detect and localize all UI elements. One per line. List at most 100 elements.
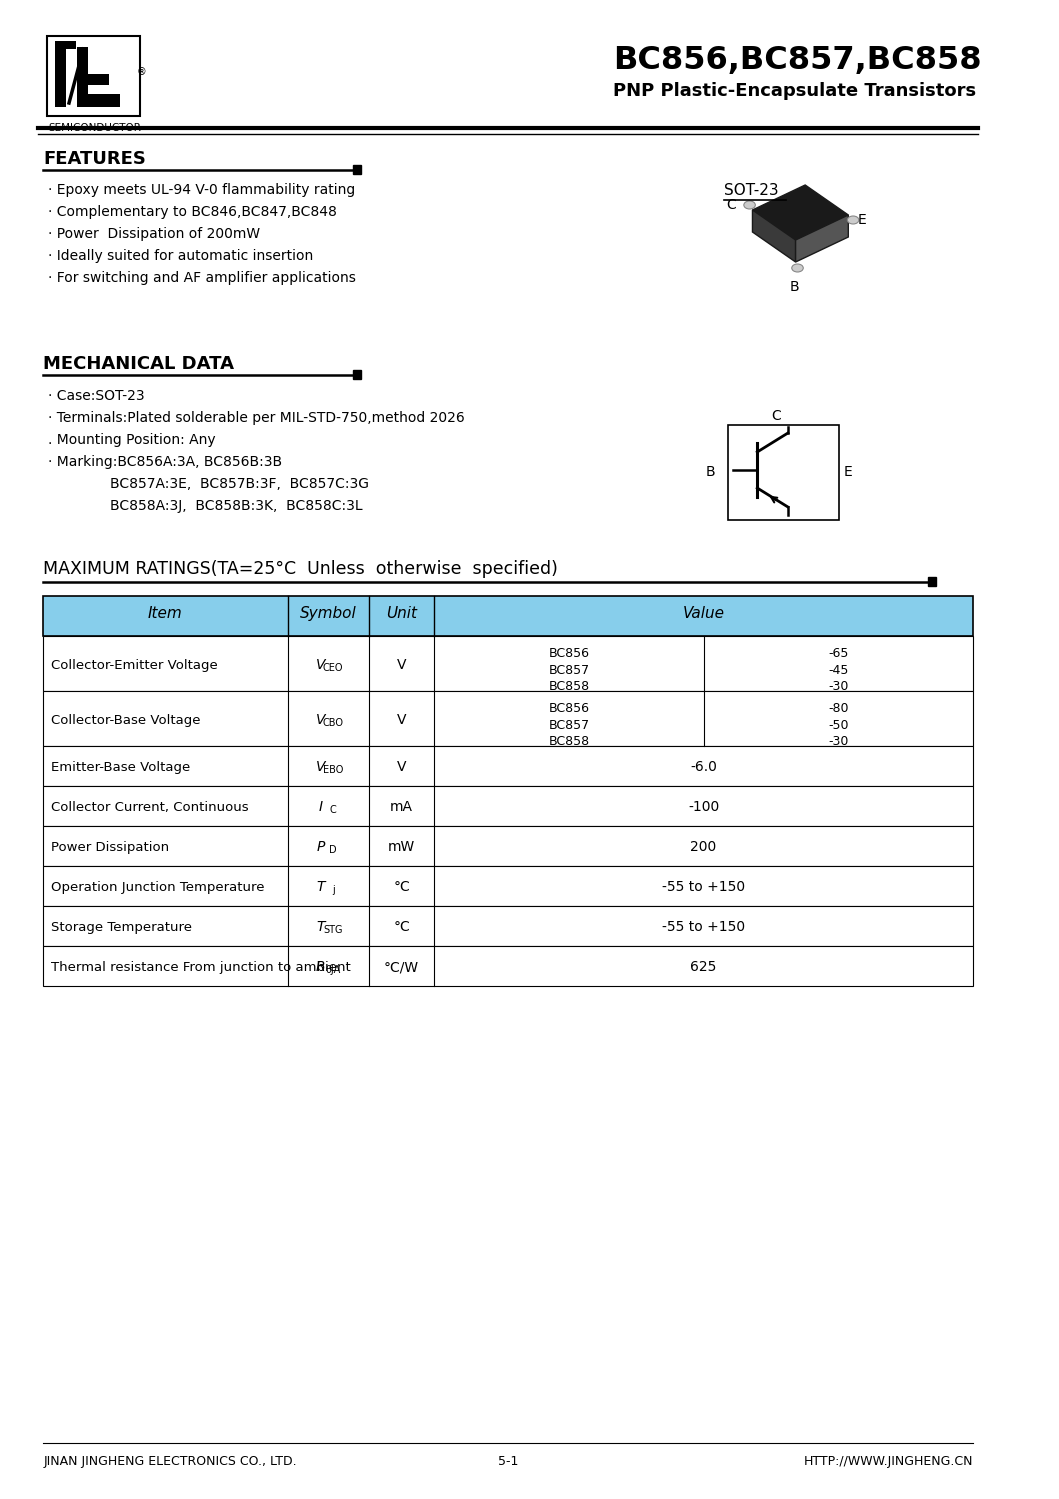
Text: Item: Item [148, 606, 183, 621]
Text: Emitter-Base Voltage: Emitter-Base Voltage [51, 761, 190, 773]
Text: BC857A:3E,  BC857B:3F,  BC857C:3G: BC857A:3E, BC857B:3F, BC857C:3G [110, 477, 370, 492]
Text: V: V [316, 712, 325, 727]
Text: BC858A:3J,  BC858B:3K,  BC858C:3L: BC858A:3J, BC858B:3K, BC858C:3L [110, 499, 363, 513]
Text: -100: -100 [688, 800, 719, 814]
Text: °C: °C [393, 880, 410, 893]
Bar [76, 46, 88, 106]
Text: ®: ® [137, 67, 147, 76]
Polygon shape [753, 184, 848, 240]
Text: · Ideally suited for automatic insertion: · Ideally suited for automatic insertion [48, 249, 313, 262]
Text: 5-1: 5-1 [498, 1456, 518, 1468]
Text: MAXIMUM RATINGS(TA=25°C  Unless  otherwise  specified): MAXIMUM RATINGS(TA=25°C Unless otherwise… [43, 561, 558, 579]
Bar [43, 946, 973, 986]
Text: 625: 625 [690, 959, 717, 974]
Text: D: D [329, 845, 337, 854]
Bar [353, 165, 361, 174]
Text: I: I [319, 800, 323, 814]
Text: · Complementary to BC846,BC847,BC848: · Complementary to BC846,BC847,BC848 [48, 205, 337, 219]
Text: Symbol: Symbol [300, 606, 357, 621]
Bar [43, 636, 973, 691]
Ellipse shape [847, 216, 859, 223]
Text: HTTP://WWW.JINGHENG.CN: HTTP://WWW.JINGHENG.CN [804, 1456, 973, 1468]
Text: BC857: BC857 [549, 664, 590, 676]
Text: Collector-Emitter Voltage: Collector-Emitter Voltage [51, 658, 217, 672]
Text: EBO: EBO [323, 764, 343, 775]
Text: BC856: BC856 [549, 648, 590, 660]
Text: °C: °C [393, 920, 410, 934]
Text: -30: -30 [828, 735, 848, 748]
Text: BC856: BC856 [549, 702, 590, 715]
Text: -50: -50 [828, 718, 848, 732]
Bar [43, 785, 973, 826]
Text: j: j [331, 884, 335, 895]
Text: T: T [317, 920, 325, 934]
FancyBboxPatch shape [47, 36, 140, 115]
Text: -80: -80 [828, 702, 848, 715]
Text: V: V [316, 658, 325, 672]
Text: mW: mW [388, 839, 415, 854]
Text: V: V [397, 712, 407, 727]
Text: -65: -65 [828, 648, 848, 660]
Text: T: T [317, 880, 325, 893]
Text: P: P [317, 839, 325, 854]
Text: -45: -45 [828, 664, 848, 676]
Bar [43, 597, 973, 636]
Text: BC858: BC858 [549, 681, 590, 693]
Text: C: C [329, 805, 337, 815]
Text: SEMICONDUCTOR: SEMICONDUCTOR [48, 123, 141, 133]
Text: -55 to +150: -55 to +150 [662, 920, 746, 934]
Bar [55, 40, 76, 49]
Text: V: V [397, 760, 407, 773]
Text: Collector-Base Voltage: Collector-Base Voltage [51, 714, 200, 727]
Text: 200: 200 [690, 839, 717, 854]
Bar [928, 577, 936, 586]
Text: Power Dissipation: Power Dissipation [51, 841, 169, 854]
Text: JINAN JINGHENG ELECTRONICS CO., LTD.: JINAN JINGHENG ELECTRONICS CO., LTD. [43, 1456, 297, 1468]
Bar [55, 46, 66, 106]
Bar [729, 426, 839, 520]
Text: R: R [316, 959, 325, 974]
Text: Value: Value [683, 606, 724, 621]
Text: Storage Temperature: Storage Temperature [51, 920, 192, 934]
Text: -55 to +150: -55 to +150 [662, 880, 746, 893]
Text: -6.0: -6.0 [690, 760, 717, 773]
Bar [88, 94, 120, 106]
Ellipse shape [792, 264, 804, 271]
Bar [43, 826, 973, 866]
Text: FEATURES: FEATURES [43, 150, 146, 168]
Text: V: V [316, 760, 325, 773]
Polygon shape [753, 210, 795, 262]
Text: CBO: CBO [323, 718, 343, 727]
Text: B: B [790, 280, 800, 294]
Text: · Terminals:Plated solderable per MIL-STD-750,method 2026: · Terminals:Plated solderable per MIL-ST… [48, 411, 465, 426]
Text: STG: STG [323, 925, 343, 935]
Text: θJA: θJA [325, 965, 341, 974]
Text: MECHANICAL DATA: MECHANICAL DATA [43, 355, 234, 373]
Text: C: C [726, 198, 736, 211]
Text: Thermal resistance From junction to ambient: Thermal resistance From junction to ambi… [51, 961, 351, 974]
Bar [43, 691, 973, 747]
Text: SOT-23: SOT-23 [723, 183, 778, 198]
Text: °C/W: °C/W [384, 959, 419, 974]
Text: · For switching and AF amplifier applications: · For switching and AF amplifier applica… [48, 271, 356, 285]
Text: E: E [858, 213, 866, 226]
Polygon shape [795, 214, 848, 262]
Text: Operation Junction Temperature: Operation Junction Temperature [51, 881, 265, 893]
Ellipse shape [743, 201, 755, 208]
Text: V: V [397, 658, 407, 672]
Text: C: C [772, 409, 782, 423]
Text: CEO: CEO [323, 663, 343, 673]
Text: BC858: BC858 [549, 735, 590, 748]
Text: BC857: BC857 [549, 718, 590, 732]
Bar [88, 73, 109, 85]
Bar [43, 747, 973, 785]
Text: Collector Current, Continuous: Collector Current, Continuous [51, 800, 249, 814]
Text: Unit: Unit [387, 606, 417, 621]
Text: -30: -30 [828, 681, 848, 693]
Text: PNP Plastic-Encapsulate Transistors: PNP Plastic-Encapsulate Transistors [613, 82, 976, 100]
Text: . Mounting Position: Any: . Mounting Position: Any [48, 433, 216, 447]
Text: B: B [705, 465, 715, 480]
Bar [353, 370, 361, 379]
Text: BC856,BC857,BC858: BC856,BC857,BC858 [613, 45, 982, 76]
Text: · Power  Dissipation of 200mW: · Power Dissipation of 200mW [48, 226, 261, 241]
